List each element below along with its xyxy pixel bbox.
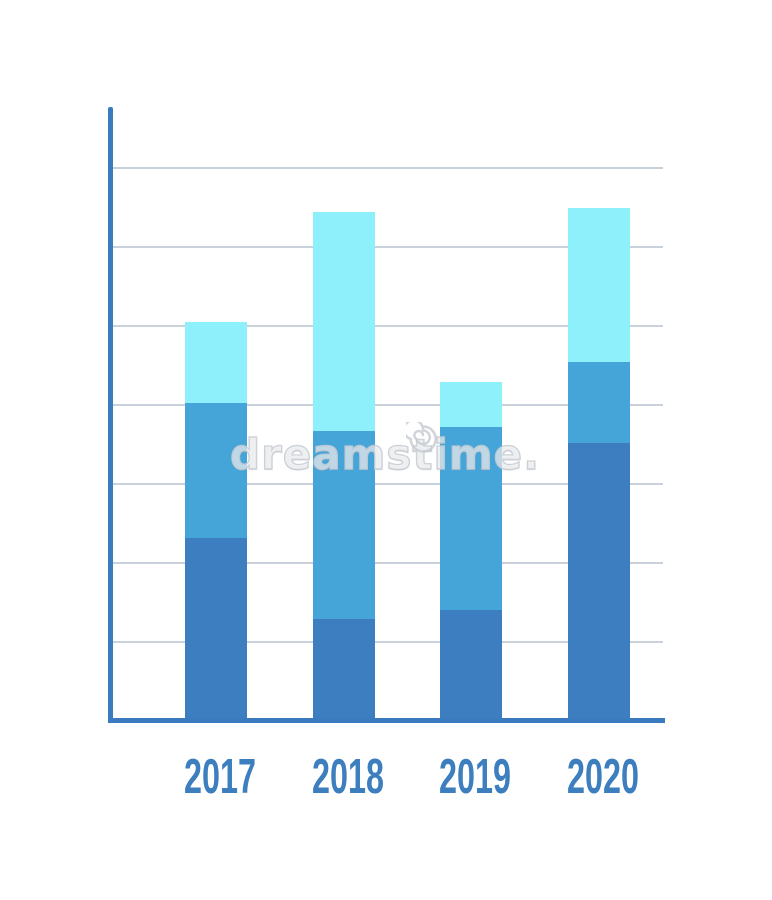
bar-2017-middle-segment xyxy=(185,403,247,538)
x-tick-label-2020: 2020 xyxy=(567,750,639,804)
x-tick-label-2017: 2017 xyxy=(184,750,256,804)
gridline-y-1 xyxy=(113,641,663,643)
bar-2019-top-segment xyxy=(440,382,502,427)
bar-2020-middle-segment xyxy=(568,362,630,443)
bar-2019-middle-segment xyxy=(440,427,502,610)
x-tick-label-2019: 2019 xyxy=(439,750,511,804)
bar-2018-top-segment xyxy=(313,212,375,431)
y-axis xyxy=(108,107,113,723)
gridline-y-2 xyxy=(113,562,663,564)
gridline-y-3 xyxy=(113,483,663,485)
bar-2017-top-segment xyxy=(185,322,247,403)
bar-2020-bottom-segment xyxy=(568,443,630,718)
watermark: dreamstime. xyxy=(229,422,550,484)
gridline-y-7 xyxy=(113,167,663,169)
gridline-y-6 xyxy=(113,246,663,248)
gridline-y-4 xyxy=(113,404,663,406)
watermark-spiral-icon xyxy=(406,422,437,453)
x-axis xyxy=(108,718,665,723)
bar-2017-bottom-segment xyxy=(185,538,247,718)
bar-2018-middle-segment xyxy=(313,431,375,619)
bar-2019-bottom-segment xyxy=(440,610,502,718)
x-tick-label-2018: 2018 xyxy=(312,750,384,804)
bar-2020-top-segment xyxy=(568,208,630,362)
gridline-y-5 xyxy=(113,325,663,327)
bar-2018-bottom-segment xyxy=(313,619,375,718)
